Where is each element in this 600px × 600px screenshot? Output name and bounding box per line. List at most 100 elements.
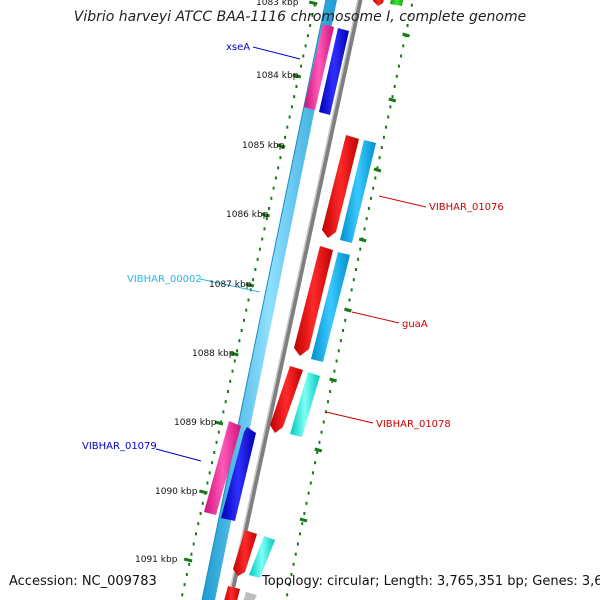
outer-track-dot bbox=[389, 105, 392, 109]
minor-tick bbox=[190, 552, 193, 556]
outer-track-dot bbox=[299, 532, 302, 536]
outer-track-dot bbox=[359, 247, 362, 251]
backbone-line-highlight bbox=[227, 0, 359, 600]
minor-tick bbox=[284, 135, 287, 139]
gene-guaA bbox=[311, 252, 350, 362]
minor-tick bbox=[245, 308, 248, 312]
minor-tick bbox=[188, 562, 191, 566]
outer-track-dot bbox=[408, 13, 411, 17]
minor-tick bbox=[311, 13, 314, 17]
outer-track-dot bbox=[352, 278, 355, 282]
outer-track-dot bbox=[329, 390, 332, 393]
tick-marks bbox=[181, 0, 318, 597]
outer-track-tick bbox=[299, 517, 308, 523]
outer-track-tick bbox=[373, 167, 382, 173]
outer-track-dot bbox=[327, 400, 329, 404]
gene-VIBHAR_01079 bbox=[221, 427, 256, 521]
outer-track-dot bbox=[335, 359, 338, 363]
gene-bottom-cyan bbox=[249, 536, 275, 578]
gene-label-VIBHAR_01078[interactable]: VIBHAR_01078 bbox=[376, 419, 451, 430]
gene-bottom-cds-1 bbox=[233, 530, 257, 576]
gene-label-VIBHAR_01076[interactable]: VIBHAR_01076 bbox=[429, 202, 504, 213]
forward-strand-genes bbox=[224, 0, 404, 600]
minor-tick bbox=[293, 95, 296, 99]
minor-tick bbox=[256, 257, 259, 261]
outer-track-dot bbox=[314, 461, 317, 465]
minor-tick bbox=[181, 593, 184, 597]
gene-guaA-cds bbox=[294, 246, 333, 356]
callout-guaA bbox=[351, 311, 400, 324]
gene-label-VIBHAR_00002[interactable]: VIBHAR_00002 bbox=[127, 274, 202, 285]
label-callouts bbox=[155, 46, 427, 462]
outer-track-dot bbox=[393, 85, 396, 88]
minor-tick bbox=[306, 34, 309, 38]
minor-tick bbox=[236, 349, 239, 353]
gene-VIBHAR_01078 bbox=[290, 372, 320, 437]
outer-track-dot bbox=[324, 410, 327, 414]
outer-track-dot bbox=[400, 54, 403, 58]
tick-label: 1085 kbp bbox=[242, 141, 285, 151]
outer-track-dot bbox=[391, 95, 394, 99]
outer-track-dot bbox=[322, 420, 325, 424]
outer-track-dot bbox=[320, 430, 323, 434]
outer-track-dot bbox=[382, 135, 385, 139]
outer-track-dot bbox=[318, 440, 321, 444]
minor-tick bbox=[192, 542, 195, 546]
genome-summary-text: Topology: circular; Length: 3,765,351 bp… bbox=[262, 574, 600, 589]
outer-track-dot bbox=[385, 125, 388, 129]
minor-tick bbox=[272, 186, 275, 190]
outer-track-dot bbox=[402, 44, 405, 48]
outer-track-dot bbox=[376, 166, 379, 170]
major-tick bbox=[230, 351, 239, 357]
tick-label: 1091 kbp bbox=[135, 555, 178, 565]
outer-track-dot bbox=[410, 3, 413, 7]
gene-label-VIBHAR_01079[interactable]: VIBHAR_01079 bbox=[82, 441, 157, 452]
minor-tick bbox=[247, 298, 250, 302]
minor-tick bbox=[185, 573, 188, 576]
minor-tick bbox=[288, 115, 291, 119]
reverse-strand-genes bbox=[204, 24, 349, 521]
minor-tick bbox=[270, 196, 273, 200]
outer-track-dot bbox=[342, 329, 345, 332]
minor-tick bbox=[286, 125, 289, 129]
tick-label: 1089 kbp bbox=[174, 418, 217, 428]
minor-tick bbox=[229, 379, 232, 383]
minor-tick bbox=[290, 105, 293, 109]
gene-VIBHAR_01078-cds bbox=[270, 366, 303, 433]
minor-tick bbox=[183, 583, 186, 587]
contig-band-edge bbox=[201, 0, 327, 600]
outer-track-dot bbox=[367, 207, 370, 210]
minor-tick bbox=[224, 400, 227, 404]
gene-VIBHAR_01079-cds bbox=[204, 421, 241, 515]
contig-band bbox=[202, 0, 337, 600]
outer-track-dot bbox=[397, 64, 400, 68]
outer-track-tick bbox=[314, 447, 323, 453]
minor-tick bbox=[302, 54, 305, 58]
outer-track-dot bbox=[288, 583, 291, 587]
minor-tick bbox=[199, 512, 202, 515]
gene-label-xseA[interactable]: xseA bbox=[226, 42, 250, 53]
outer-track-dot bbox=[290, 573, 293, 576]
outer-track-tick bbox=[388, 97, 397, 103]
major-tick bbox=[214, 420, 224, 426]
major-tick bbox=[199, 489, 208, 495]
callout-VIBHAR_01078 bbox=[325, 411, 374, 424]
major-tick bbox=[261, 212, 270, 218]
gene-bottom-grey bbox=[243, 592, 257, 600]
gene-xseA-cds bbox=[304, 24, 334, 110]
minor-tick bbox=[217, 430, 220, 434]
minor-tick bbox=[263, 227, 266, 231]
accession-text: Accession: NC_009783 bbox=[9, 574, 157, 589]
outer-track-dot bbox=[303, 512, 306, 515]
outer-track-dot bbox=[363, 227, 366, 231]
major-tick bbox=[292, 73, 302, 79]
gene-label-guaA[interactable]: guaA bbox=[402, 319, 428, 330]
minor-tick bbox=[213, 451, 216, 454]
minor-tick bbox=[309, 24, 312, 27]
minor-tick bbox=[254, 268, 257, 271]
callout-xseA bbox=[252, 46, 301, 60]
callout-VIBHAR_00002 bbox=[199, 278, 261, 293]
minor-tick bbox=[238, 339, 241, 343]
minor-tick bbox=[233, 359, 236, 363]
minor-tick bbox=[210, 461, 213, 465]
